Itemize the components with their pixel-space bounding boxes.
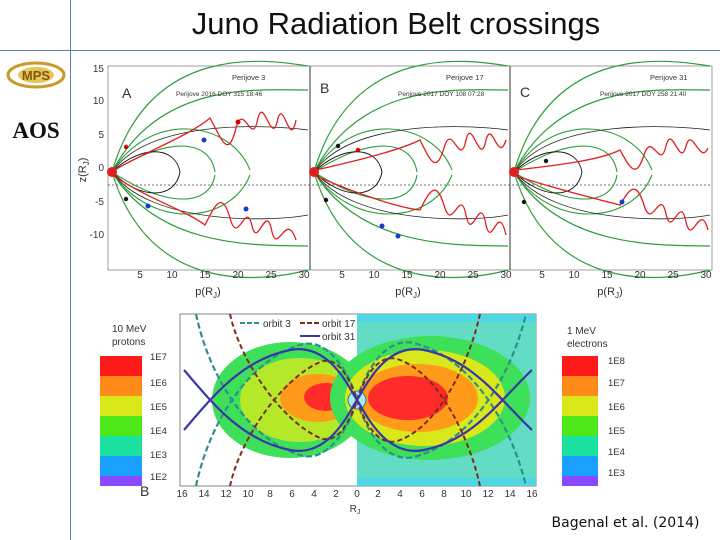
svg-text:20: 20 bbox=[232, 270, 244, 281]
svg-text:20: 20 bbox=[434, 270, 446, 281]
svg-text:16: 16 bbox=[176, 489, 188, 500]
panel-c-letter: C bbox=[520, 84, 530, 100]
right-cb-label-1e5: 1E5 bbox=[608, 426, 625, 437]
left-margin-divider bbox=[70, 0, 71, 540]
legend-orbit31: orbit 31 bbox=[322, 332, 356, 343]
ytick-minus10: -10 bbox=[90, 230, 105, 241]
bottom-panel-letter: B bbox=[140, 483, 149, 499]
svg-text:30: 30 bbox=[298, 270, 310, 281]
svg-text:10: 10 bbox=[460, 489, 472, 500]
radiation-map bbox=[179, 313, 537, 487]
left-cb-label-1e3: 1E3 bbox=[150, 450, 167, 461]
svg-text:6: 6 bbox=[289, 489, 295, 500]
svg-text:4: 4 bbox=[311, 489, 317, 500]
panel-c: C Perijove 31 Perijove 2017 DOY 258 21:4… bbox=[509, 60, 711, 279]
mps-logo-text: MPS bbox=[22, 68, 51, 83]
svg-text:12: 12 bbox=[482, 489, 494, 500]
panel-a-time: Perijove 2016 DOY 315 18:46 bbox=[176, 91, 263, 98]
svg-text:10: 10 bbox=[368, 270, 380, 281]
right-cb-label-1e6: 1E6 bbox=[608, 402, 625, 413]
svg-text:15: 15 bbox=[199, 270, 211, 281]
panel-b-time: Perijove 2017 DOY 108 07:28 bbox=[398, 91, 485, 98]
panel-c-time: Perijove 2017 DOY 258 21:40 bbox=[600, 91, 687, 98]
top-xlabel-b: p(RJ) bbox=[395, 286, 420, 300]
left-colorbar bbox=[100, 356, 142, 486]
svg-text:5: 5 bbox=[539, 270, 545, 281]
right-colorbar-title2: electrons bbox=[567, 339, 608, 350]
bottom-xticks: 16 14 12 10 8 6 4 2 0 2 4 6 8 10 12 14 1… bbox=[176, 489, 538, 500]
svg-text:10: 10 bbox=[166, 270, 178, 281]
right-cb-label-1e3: 1E3 bbox=[608, 468, 625, 479]
panel-b-perijove: Perijove 17 bbox=[446, 73, 484, 82]
svg-text:16: 16 bbox=[526, 489, 538, 500]
svg-text:10: 10 bbox=[242, 489, 254, 500]
orbit-legend: orbit 3 orbit 17 orbit 31 bbox=[240, 319, 356, 343]
slide-title: Juno Radiation Belt crossings bbox=[191, 6, 601, 41]
svg-text:12: 12 bbox=[220, 489, 232, 500]
bottom-panel: 10 MeV protons 1E7 1E6 1E5 1E4 1E3 1E2 bbox=[100, 313, 625, 516]
svg-text:5: 5 bbox=[339, 270, 345, 281]
panel-a-perijove: Perijove 3 bbox=[232, 73, 265, 82]
legend-orbit3: orbit 3 bbox=[263, 319, 291, 330]
panel-a-letter: A bbox=[122, 85, 132, 101]
ytick-10: 10 bbox=[93, 96, 105, 107]
top-panels: z(RJ) 15 10 5 0 -5 -10 bbox=[77, 60, 713, 300]
svg-text:5: 5 bbox=[137, 270, 143, 281]
svg-text:8: 8 bbox=[441, 489, 447, 500]
mps-logo: MPS bbox=[6, 61, 66, 89]
ytick-minus5: -5 bbox=[95, 197, 104, 208]
svg-text:4: 4 bbox=[397, 489, 403, 500]
citation-credit: Bagenal et al. (2014) bbox=[533, 510, 718, 536]
svg-text:8: 8 bbox=[267, 489, 273, 500]
svg-text:0: 0 bbox=[354, 489, 360, 500]
left-cb-label-1e2: 1E2 bbox=[150, 472, 167, 483]
svg-text:6: 6 bbox=[419, 489, 425, 500]
header-divider bbox=[0, 50, 720, 51]
top-axes-frame bbox=[107, 65, 713, 271]
legend-orbit17: orbit 17 bbox=[322, 319, 356, 330]
right-cb-label-1e4: 1E4 bbox=[608, 447, 625, 458]
svg-text:30: 30 bbox=[500, 270, 512, 281]
top-xlabel-a: p(RJ) bbox=[195, 286, 220, 300]
svg-text:25: 25 bbox=[265, 270, 277, 281]
top-ylabel: z(RJ) bbox=[77, 158, 91, 183]
ytick-0: 0 bbox=[98, 163, 104, 174]
panel-b-letter: B bbox=[320, 80, 329, 96]
panel-a: A Perijove 3 Perijove 2016 DOY 315 18:46 bbox=[107, 60, 309, 279]
svg-text:30: 30 bbox=[700, 270, 712, 281]
left-colorbar-title1: 10 MeV bbox=[112, 324, 147, 335]
right-colorbar bbox=[562, 356, 598, 486]
svg-text:25: 25 bbox=[667, 270, 679, 281]
svg-text:14: 14 bbox=[504, 489, 516, 500]
bottom-xlabel: RJ bbox=[350, 504, 361, 516]
aos-logo: AOS bbox=[6, 114, 66, 144]
left-cb-label-1e5: 1E5 bbox=[150, 402, 167, 413]
svg-text:25: 25 bbox=[467, 270, 479, 281]
svg-text:10: 10 bbox=[568, 270, 580, 281]
svg-text:14: 14 bbox=[198, 489, 210, 500]
left-cb-label-1e6: 1E6 bbox=[150, 378, 167, 389]
ytick-15: 15 bbox=[93, 64, 105, 75]
svg-text:2: 2 bbox=[333, 489, 339, 500]
left-cb-label-1e4: 1E4 bbox=[150, 426, 167, 437]
right-cb-label-1e8: 1E8 bbox=[608, 356, 625, 367]
top-xlabel-c: p(RJ) bbox=[597, 286, 622, 300]
panel-c-perijove: Perijove 31 bbox=[650, 73, 688, 82]
aos-logo-text: AOS bbox=[12, 118, 59, 143]
top-xticks: 5 10 15 20 25 30 5 10 15 20 25 30 5 10 1… bbox=[137, 270, 712, 281]
right-cb-label-1e7: 1E7 bbox=[608, 378, 625, 389]
svg-text:15: 15 bbox=[401, 270, 413, 281]
right-colorbar-title1: 1 MeV bbox=[567, 326, 596, 337]
left-colorbar-title2: protons bbox=[112, 337, 145, 348]
left-cb-label-1e7: 1E7 bbox=[150, 352, 167, 363]
ytick-5: 5 bbox=[98, 130, 104, 141]
svg-text:15: 15 bbox=[601, 270, 613, 281]
svg-text:20: 20 bbox=[634, 270, 646, 281]
svg-text:2: 2 bbox=[375, 489, 381, 500]
panel-b: B Perijove 17 Perijove 2017 DOY 108 07:2… bbox=[309, 60, 509, 279]
